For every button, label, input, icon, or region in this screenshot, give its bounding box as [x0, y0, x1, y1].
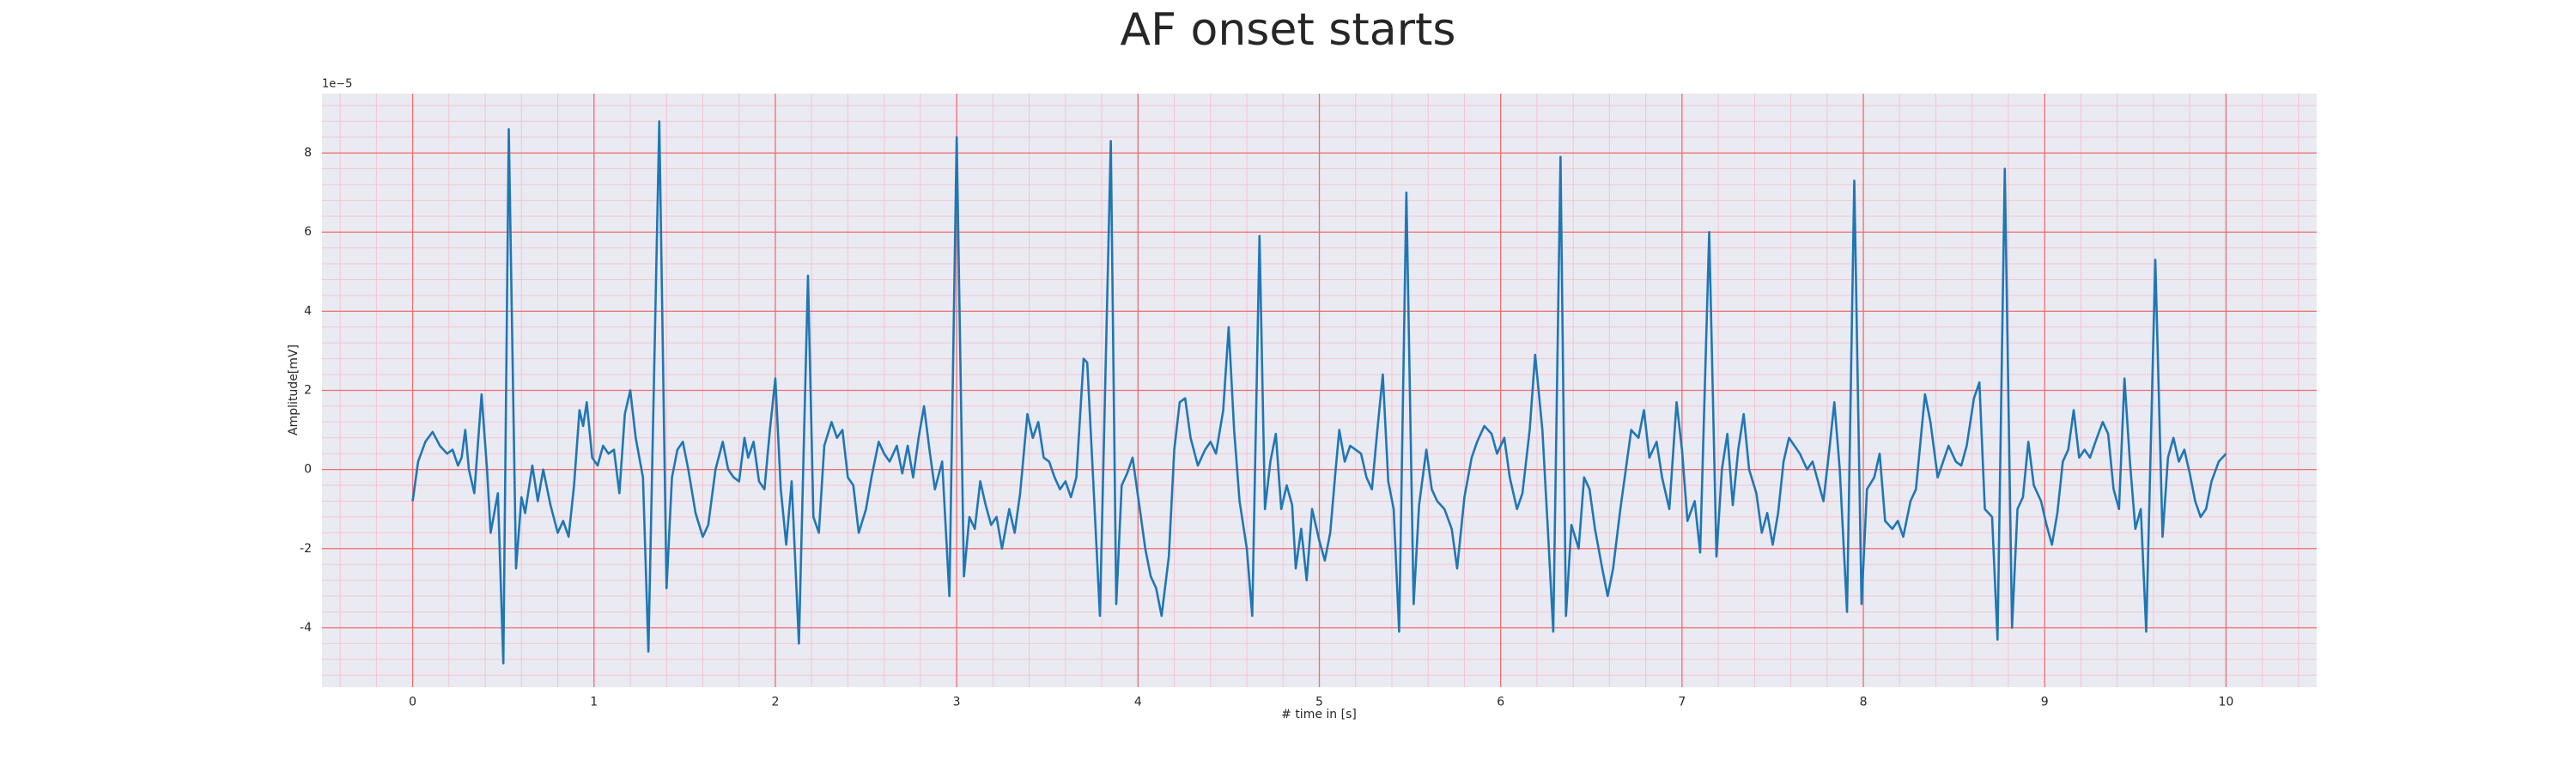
- x-tick-label: 0: [409, 696, 416, 709]
- x-tick-label: 2: [771, 696, 779, 709]
- y-tick-label: -4: [300, 621, 312, 635]
- x-axis-label: # time in [s]: [1281, 708, 1357, 721]
- x-tick-label: 9: [2041, 696, 2049, 709]
- y-tick-label: 4: [304, 304, 312, 318]
- x-tick-label: 6: [1497, 696, 1504, 709]
- x-tick-label: 8: [1860, 696, 1868, 709]
- y-tick-label: 2: [304, 384, 312, 398]
- x-tick-label: 5: [1315, 696, 1323, 709]
- y-tick-label: 0: [304, 463, 312, 477]
- chart-title: AF onset starts: [1121, 4, 1456, 56]
- y-offset-label: 1e−5: [322, 78, 352, 91]
- x-tick-label: 3: [953, 696, 961, 709]
- y-tick-label: -2: [300, 542, 312, 556]
- x-tick-label: 7: [1678, 696, 1686, 709]
- x-tick-label: 1: [590, 696, 598, 709]
- y-tick-label: 8: [304, 146, 312, 160]
- y-axis-label: Amplitude[mV]: [287, 344, 301, 435]
- signal-line: [411, 119, 2227, 665]
- y-tick-label: 6: [304, 225, 312, 239]
- x-tick-label: 10: [2218, 696, 2233, 709]
- x-tick-label: 4: [1134, 696, 1142, 709]
